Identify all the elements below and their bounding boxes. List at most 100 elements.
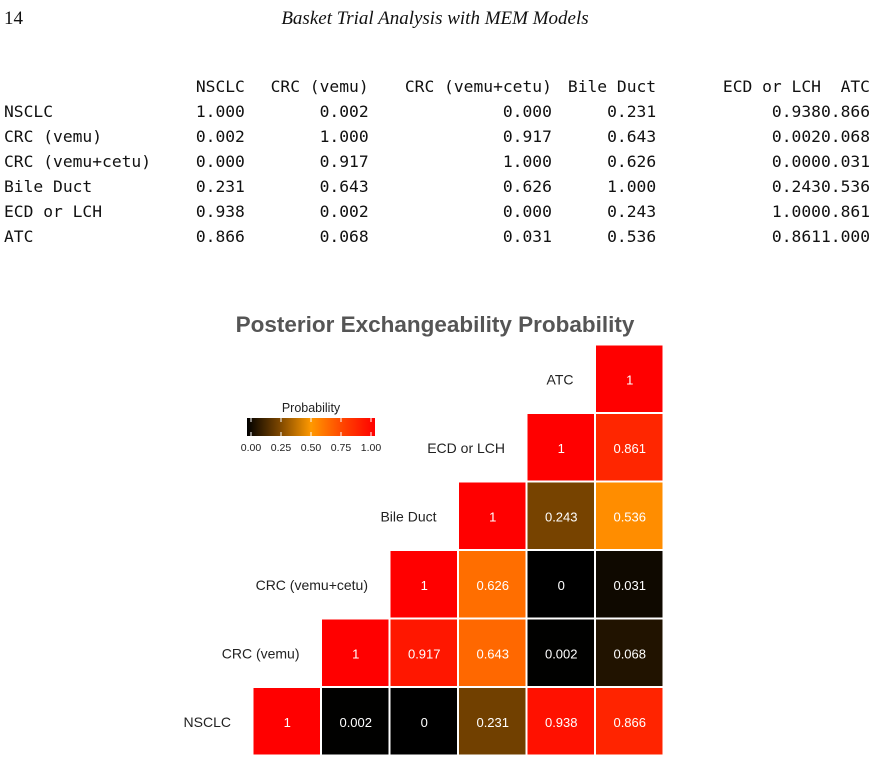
heatmap-cell-label: 1 — [626, 372, 633, 387]
legend-tick-label: 1.00 — [361, 442, 382, 454]
heatmap-cell-rect — [595, 344, 664, 413]
heatmap-cell-label: 1 — [284, 715, 291, 730]
heatmap-row-label: ECD or LCH — [427, 440, 505, 456]
table-cell: 1.000 — [771, 202, 821, 221]
legend-tick-label: 0.25 — [271, 442, 292, 454]
heatmap-cell: 0.002 — [321, 687, 390, 756]
table-col-header: Bile Duct — [567, 77, 657, 96]
heatmap-cell-label: 0.068 — [613, 646, 646, 661]
heatmap-row-label: CRC (vemu) — [222, 645, 300, 661]
table-col-header: CRC (vemu+cetu) — [404, 77, 552, 96]
table-row-label: ATC — [4, 227, 34, 246]
heatmap-row-label: CRC (vemu+cetu) — [256, 577, 368, 593]
heatmap-figure: Posterior Exchangeability Probability 1 0… — [0, 300, 870, 764]
table-cell: 1.000 — [195, 102, 245, 121]
heatmap-cell: 1 — [526, 413, 595, 482]
heatmap-cell: 0.068 — [595, 618, 664, 687]
table-row-label: CRC (vemu+cetu) — [4, 152, 152, 171]
table-cell: 0.861 — [820, 202, 870, 221]
heatmap-cell: 0.917 — [389, 618, 458, 687]
heatmap-cell-label: 0.002 — [545, 646, 578, 661]
heatmap-row-label: ATC — [547, 371, 574, 387]
table-cell: 0.002 — [319, 102, 369, 121]
table-col-header: ATC — [840, 77, 870, 96]
heatmap-cell-rect — [526, 687, 595, 756]
table-cell: 0.243 — [607, 202, 657, 221]
heatmap-row-label: NSCLC — [184, 714, 231, 730]
table-cell: 0.938 — [771, 102, 821, 121]
table-col-header: CRC (vemu) — [270, 77, 369, 96]
heatmap-cell: 1 — [252, 687, 321, 756]
heatmap-cell-label: 1 — [558, 441, 565, 456]
heatmap-cell-rect — [595, 413, 664, 482]
table-cell: 1.000 — [319, 127, 369, 146]
chart-title: Posterior Exchangeability Probability — [235, 312, 635, 337]
heatmap-chart: 1 0.002 0 0.231 0.938 0.866 1 0.917 0.643 0.002 0.… — [184, 344, 664, 756]
table-cell: 0.917 — [502, 127, 552, 146]
table-col-header: NSCLC — [195, 77, 245, 96]
table-cell: 0.231 — [607, 102, 657, 121]
heatmap-cell: 0 — [389, 687, 458, 756]
heatmap-cell-rect — [458, 618, 527, 687]
table-row-label: Bile Duct — [4, 177, 93, 196]
heatmap-cell-rect — [595, 618, 664, 687]
running-title: Basket Trial Analysis with MEM Models — [281, 8, 589, 29]
table-cell: 0.068 — [319, 227, 369, 246]
heatmap-cell: 1 — [458, 481, 527, 550]
table-cell: 0.068 — [820, 127, 870, 146]
heatmap-cell: 0 — [526, 550, 595, 619]
table-row: CRC (vemu+cetu) 0.000 0.917 1.000 0.626 0.000… — [4, 149, 870, 174]
heatmap-cell-label: 0.031 — [613, 578, 646, 593]
heatmap-cell-label: 1 — [421, 578, 428, 593]
heatmap-cell: 1 — [321, 618, 390, 687]
table-cell: 0.626 — [607, 152, 657, 171]
table-cell: 0.643 — [607, 127, 657, 146]
table-cell: 0.861 — [771, 227, 821, 246]
legend-tick-label: 0.00 — [241, 442, 262, 454]
heatmap-cell-label: 0.536 — [613, 509, 646, 524]
table-cell: 0.231 — [195, 177, 245, 196]
table-cell: 0.031 — [820, 152, 870, 171]
heatmap-cell-rect — [526, 413, 595, 482]
table-cell: 0.002 — [771, 127, 821, 146]
heatmap-cell-rect — [526, 618, 595, 687]
heatmap-row-label: Bile Duct — [380, 508, 436, 524]
legend-tick-label: 0.50 — [301, 442, 322, 454]
heatmap-cell: 0.243 — [526, 481, 595, 550]
table-row-label: NSCLC — [4, 102, 54, 121]
table-cell: 0.866 — [820, 102, 870, 121]
heatmap-cell-rect — [595, 481, 664, 550]
heatmap-cell: 1 — [595, 344, 664, 413]
table-cell: 0.938 — [195, 202, 245, 221]
heatmap-cell-rect — [458, 550, 527, 619]
table-col-header: ECD or LCH — [722, 77, 821, 96]
heatmap-cell-label: 0 — [421, 715, 428, 730]
heatmap-cell-rect — [595, 687, 664, 756]
heatmap-cell-rect — [389, 687, 458, 756]
heatmap-cell: 1 — [389, 550, 458, 619]
heatmap-cell: 0.536 — [595, 481, 664, 550]
heatmap-cell: 0.002 — [526, 618, 595, 687]
heatmap-cell: 0.861 — [595, 413, 664, 482]
heatmap-cell-label: 0.861 — [613, 441, 646, 456]
heatmap-cell: 0.866 — [595, 687, 664, 756]
heatmap-cell-rect — [526, 550, 595, 619]
heatmap-cell: 0.231 — [458, 687, 527, 756]
table-cell: 0.000 — [195, 152, 245, 171]
table-cell: 0.002 — [319, 202, 369, 221]
heatmap-cell-rect — [321, 687, 390, 756]
table-cell: 0.536 — [607, 227, 657, 246]
table-cell: 0.000 — [502, 202, 552, 221]
legend-title: Probability — [282, 401, 341, 415]
table-row: NSCLC 1.000 0.002 0.000 0.231 0.938 0.866 — [4, 99, 870, 124]
heatmap-cell-label: 1 — [489, 509, 496, 524]
table-row: CRC (vemu) 0.002 1.000 0.917 0.643 0.002 0.068 — [4, 124, 870, 149]
table-cell: 0.536 — [820, 177, 870, 196]
table-row: ATC 0.866 0.068 0.031 0.536 0.861 1.000 — [4, 224, 870, 249]
table-cell: 1.000 — [502, 152, 552, 171]
heatmap-cell-label: 0.231 — [476, 715, 509, 730]
table-row: ECD or LCH 0.938 0.002 0.000 0.243 1.000 0.861 — [4, 199, 870, 224]
table-cell: 0.031 — [502, 227, 552, 246]
legend-tick-label: 0.75 — [331, 442, 352, 454]
table-cell: 1.000 — [820, 227, 870, 246]
